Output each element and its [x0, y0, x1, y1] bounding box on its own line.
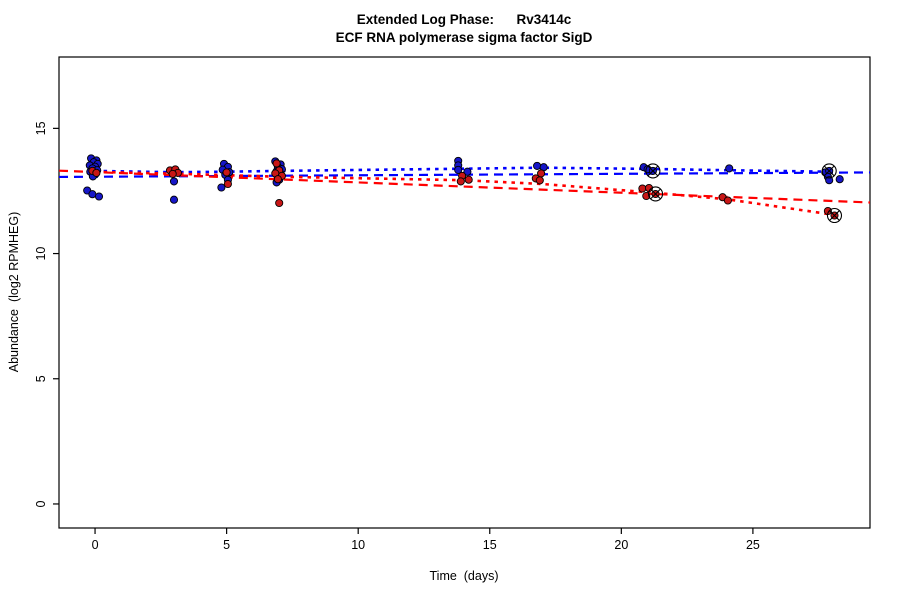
data-point-blue [217, 183, 226, 192]
red-linear-fit [58, 169, 871, 204]
data-point-red [464, 175, 473, 184]
chart-title-line1: Extended Log Phase: Rv3414c [357, 12, 572, 27]
data-point-blue [835, 175, 844, 184]
x-tick-label: 5 [223, 538, 230, 552]
data-point-red [223, 179, 232, 189]
y-tick-label: 0 [34, 500, 48, 507]
plot-box [58, 56, 871, 529]
flagged-point-marker-blue [821, 163, 837, 179]
flag-cross-icon [647, 165, 659, 177]
data-point-blue [454, 165, 463, 174]
data-point-blue [463, 167, 472, 176]
x-tick-label: 25 [746, 538, 760, 552]
data-point-red [222, 168, 231, 177]
data-point-blue [533, 161, 542, 170]
x-tick-label: 0 [92, 538, 99, 552]
data-point-blue [825, 176, 834, 185]
flagged-point-marker-red [647, 186, 664, 202]
data-point-blue [169, 195, 179, 204]
data-points-layer [83, 154, 844, 220]
data-point-red [275, 198, 284, 208]
y-tick-label: 10 [34, 247, 48, 261]
x-tick-label: 10 [351, 538, 365, 552]
y-tick-label: 15 [34, 121, 48, 135]
flag-cross-icon [650, 188, 661, 200]
flagged-point-marker-red [826, 207, 843, 224]
y-axis-title: Abundance (log2 RPMHEG) [7, 212, 21, 373]
flagged-points-layer [645, 163, 843, 224]
x-tick-label: 20 [614, 538, 628, 552]
flag-circle-icon [645, 163, 661, 179]
axes-layer: 0 5 10 15 20 25 0 5 10 15 [34, 56, 871, 552]
data-point-blue [88, 190, 97, 199]
flag-circle-icon [826, 207, 843, 224]
data-point-red [273, 175, 282, 184]
data-point-red [456, 177, 465, 186]
y-tick-label: 5 [34, 375, 48, 382]
flag-circle-icon [647, 186, 664, 202]
data-point-red [723, 196, 732, 205]
data-point-blue [169, 177, 179, 186]
data-point-red [272, 159, 281, 168]
x-tick-label: 15 [483, 538, 497, 552]
x-axis-title: Time (days) [430, 569, 499, 583]
data-point-red [535, 176, 544, 185]
flag-circle-icon [821, 163, 837, 179]
flag-cross-icon [823, 165, 835, 177]
flag-cross-icon [829, 210, 840, 221]
flagged-point-marker-blue [645, 163, 661, 179]
chart-title-line2: ECF RNA polymerase sigma factor SigD [336, 30, 593, 45]
data-point-blue [725, 164, 734, 173]
blue-smooth-fit [95, 166, 832, 174]
data-point-red [638, 184, 647, 193]
data-point-blue [94, 192, 104, 201]
data-point-red [168, 169, 177, 178]
data-point-red [92, 168, 101, 177]
